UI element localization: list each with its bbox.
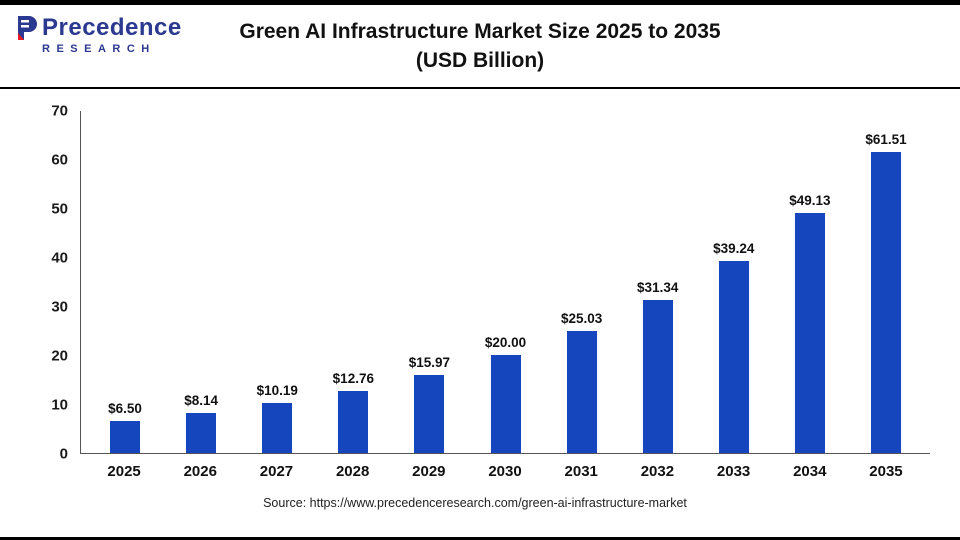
chart-title-line2: (USD Billion) (415, 49, 545, 72)
chart-section: 0 10 20 30 40 50 60 70 $6.50 $8.14 $10.19 $12.76 $1… (0, 89, 960, 510)
bar-column: $8.14 (163, 111, 239, 453)
logo-wordmark: Precedence (42, 14, 182, 41)
logo-p-icon (18, 16, 37, 40)
bar-value-label: $8.14 (184, 393, 219, 409)
bar (110, 421, 141, 453)
bar-column: $12.76 (315, 111, 391, 453)
x-axis-label: 2025 (107, 463, 141, 480)
bar-column: $61.51 (848, 111, 924, 453)
bar (186, 413, 217, 453)
y-tick-label: 70 (51, 102, 68, 120)
x-axis-label: 2034 (793, 463, 827, 480)
x-axis-label: 2029 (412, 463, 446, 480)
x-axis-label: 2031 (564, 463, 598, 480)
bar-value-label: $20.00 (484, 335, 527, 351)
x-axis-label: 2030 (488, 463, 522, 480)
bar-value-label: $61.51 (865, 132, 907, 148)
x-axis-labels: 2025 2026 2027 2028 2029 2030 2031 2032 2033 2034… (80, 463, 930, 480)
y-tick-label: 30 (51, 298, 68, 316)
bar (718, 261, 749, 453)
bar-value-label: $12.76 (332, 370, 374, 386)
y-tick-label: 10 (51, 396, 68, 414)
x-axis-label: 2032 (640, 463, 675, 480)
bar (414, 374, 445, 453)
bar-chart: 0 10 20 30 40 50 60 70 $6.50 $8.14 $10.19 $12.76 $1… (20, 103, 930, 480)
bar-value-label: $6.50 (108, 401, 142, 417)
chart-title-line1: Green AI Infrastructure Market Size 2025… (239, 19, 721, 43)
bar-column: $25.03 (544, 111, 620, 453)
x-axis-label: 2033 (716, 463, 751, 480)
bar-column: $39.24 (696, 111, 772, 453)
bar (642, 299, 673, 453)
bar-column: $49.13 (772, 111, 848, 453)
bar (566, 330, 597, 453)
plot-area: $6.50 $8.14 $10.19 $12.76 $15.97 $20.00 $25.03… (80, 111, 930, 454)
bar (262, 403, 293, 453)
bar-value-label: $39.24 (713, 241, 755, 257)
bar-column: $31.34 (620, 111, 696, 453)
header: Precedence RESEARCH Green AI Infrastruct… (0, 5, 960, 89)
bar-column: $6.50 (87, 111, 163, 453)
precedence-research-logo: Precedence RESEARCH (16, 15, 182, 55)
x-axis-label: 2035 (869, 463, 903, 480)
y-tick-label: 40 (51, 249, 68, 267)
y-tick-label: 50 (51, 200, 68, 218)
bar-column: $20.00 (467, 111, 543, 453)
y-tick-label: 0 (59, 445, 68, 463)
bar-value-label: $25.03 (560, 310, 603, 326)
bar (338, 390, 369, 453)
bar-value-label: $49.13 (789, 192, 831, 208)
bar-value-label: $31.34 (637, 279, 679, 295)
bar (870, 152, 901, 453)
y-tick-label: 60 (51, 151, 68, 169)
bar (794, 212, 825, 453)
bar (490, 355, 521, 453)
logo-research-label: RESEARCH (42, 43, 156, 55)
bar-value-label: $15.97 (408, 354, 451, 370)
x-axis-label: 2027 (259, 463, 294, 480)
x-axis-label: 2028 (335, 463, 370, 480)
chart-title: Green AI Infrastructure Market Size 2025… (69, 17, 890, 76)
source-text: Source: https://www.precedenceresearch.c… (263, 496, 687, 510)
y-tick-label: 20 (51, 347, 68, 365)
x-axis-label: 2026 (183, 463, 217, 480)
bar-column: $10.19 (239, 111, 315, 453)
bar-value-label: $10.19 (256, 383, 298, 399)
bar-column: $15.97 (391, 111, 467, 453)
y-axis: 0 10 20 30 40 50 60 70 (20, 103, 80, 463)
